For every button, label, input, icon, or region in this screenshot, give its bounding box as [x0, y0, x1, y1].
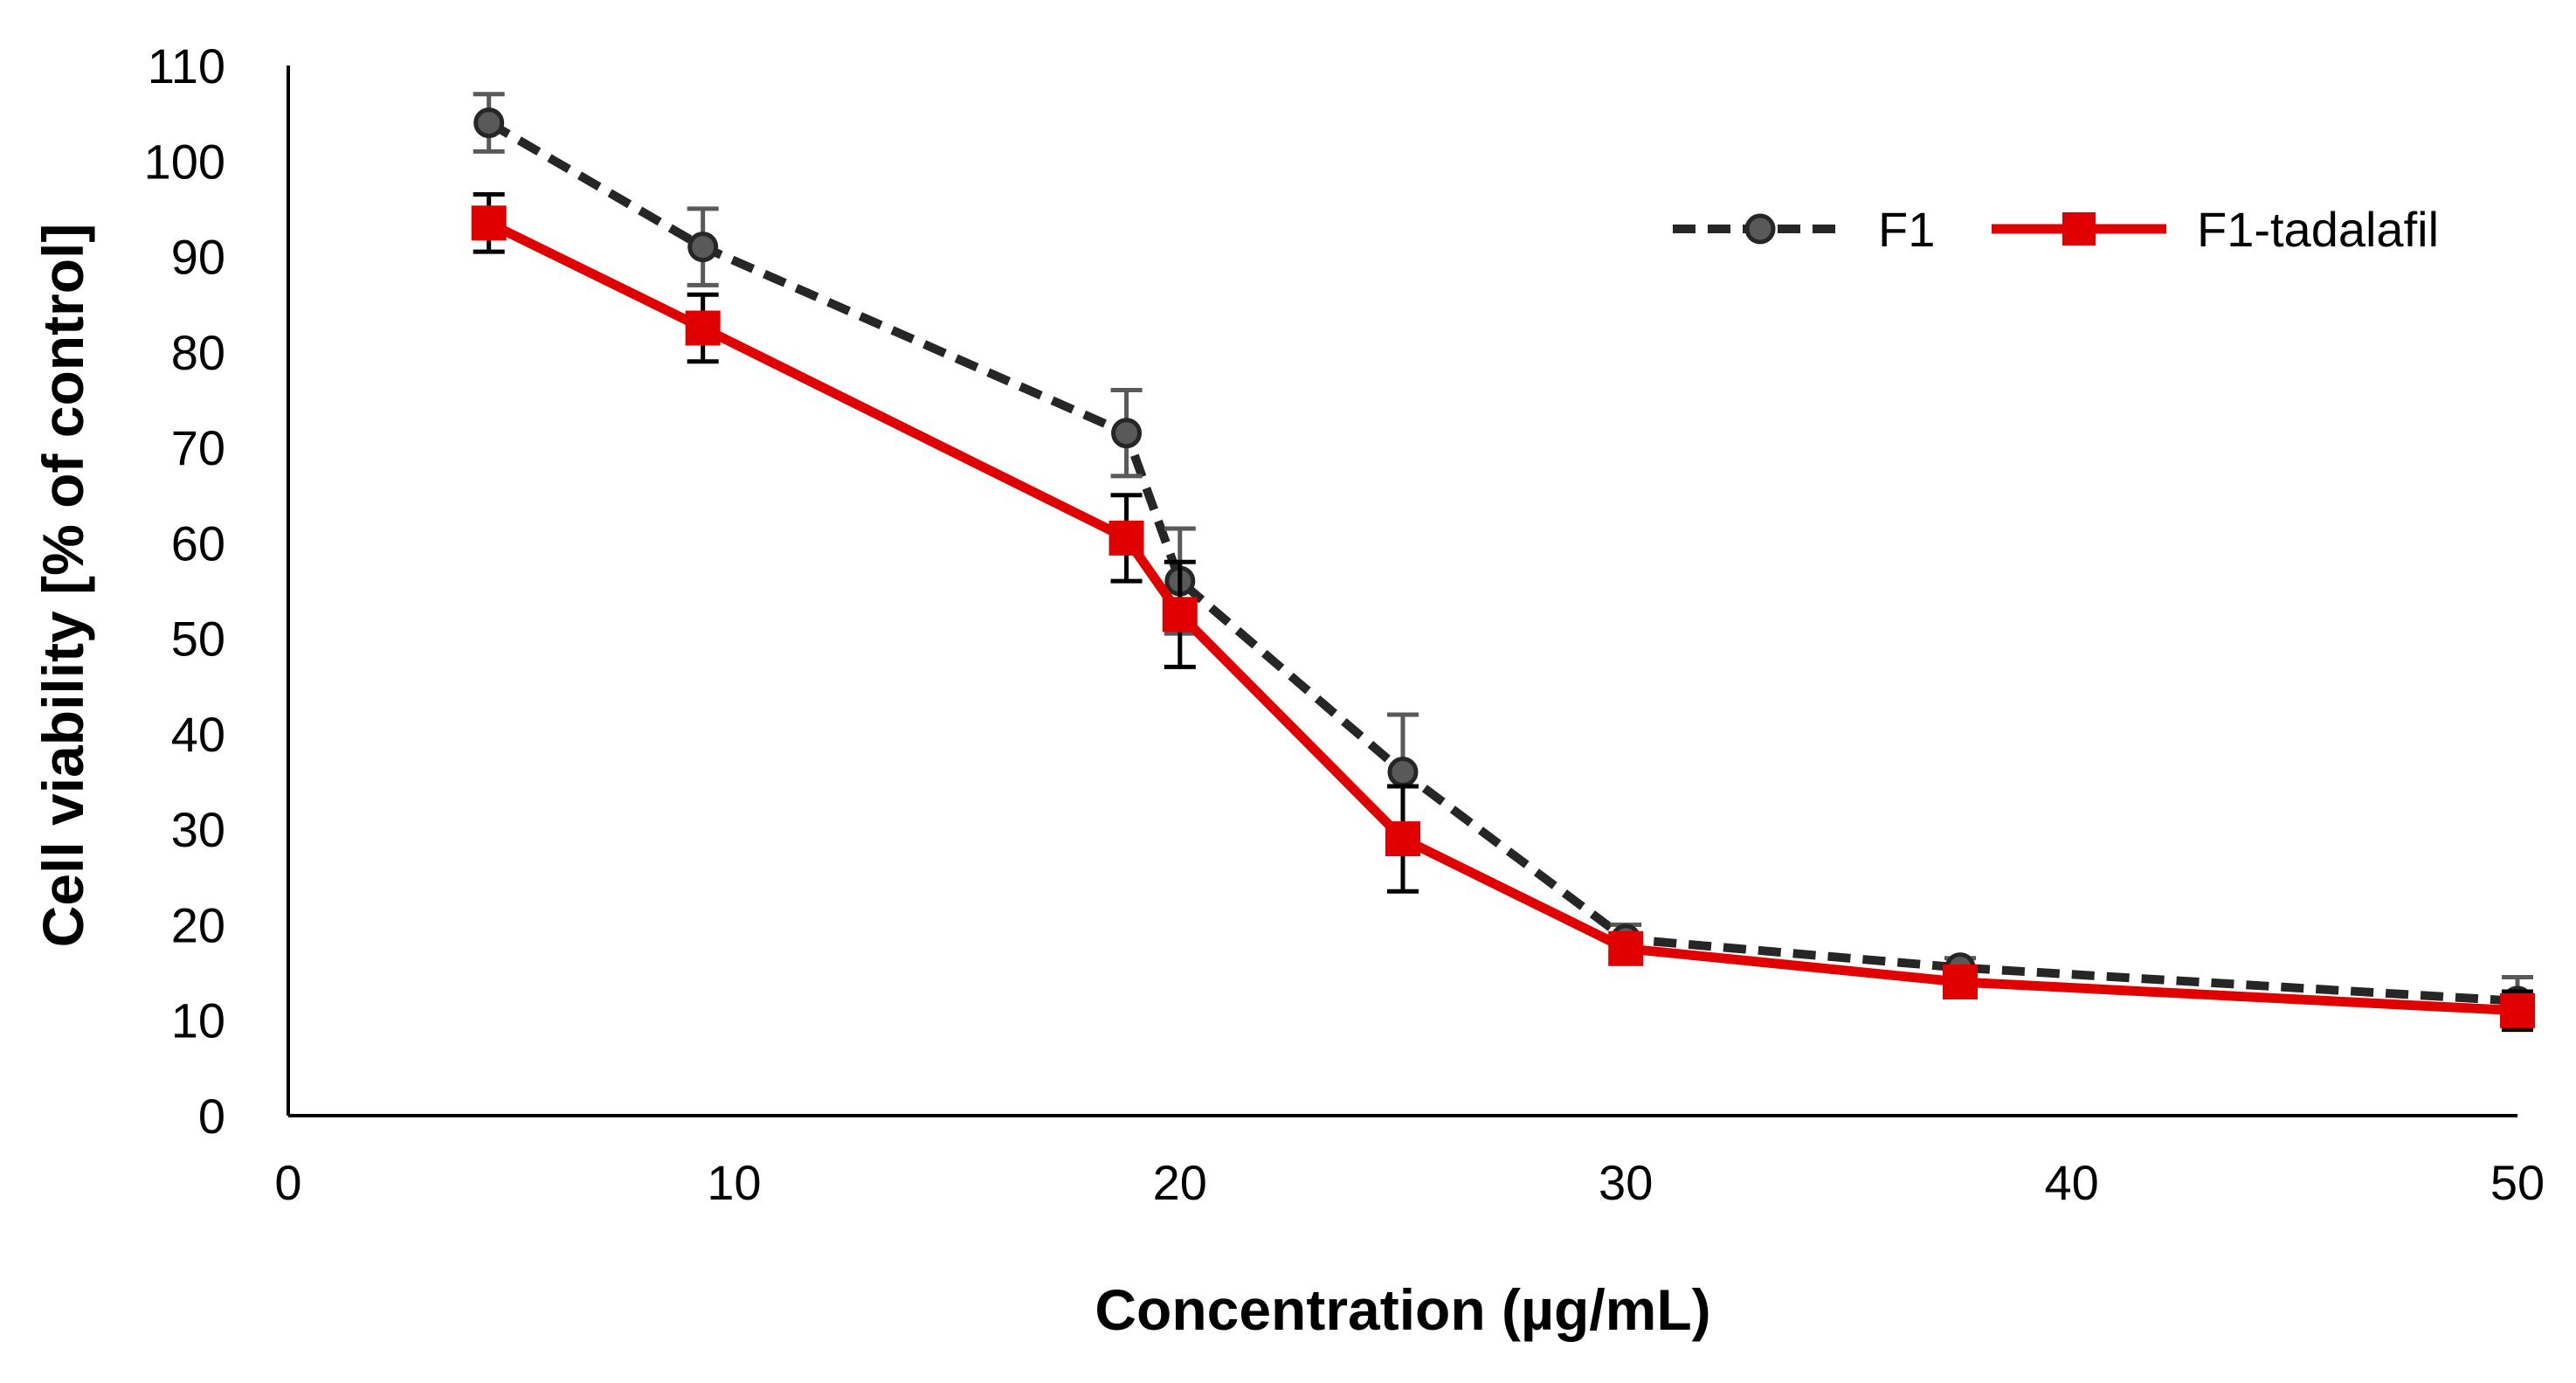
axes: [287, 66, 2517, 1117]
y-tick-label: 40: [171, 707, 225, 762]
data-point: [1111, 418, 1143, 449]
y-tick-label: 80: [171, 325, 225, 380]
data-point: [473, 107, 505, 139]
y-tick-label: 70: [171, 420, 225, 475]
y-axis-title: Cell viability [% of control]: [31, 224, 95, 948]
y-tick-label: 10: [171, 993, 225, 1048]
series-line: [487, 119, 2518, 1006]
x-tick-label: 30: [1599, 1155, 1653, 1210]
legend-label: F1: [1878, 202, 1935, 257]
y-tick-label: 100: [144, 134, 225, 189]
data-point: [1162, 597, 1198, 633]
y-tick-label: 50: [171, 612, 225, 667]
data-point: [1943, 965, 1978, 1000]
data-point: [1387, 757, 1419, 788]
legend-label: F1-tadalafil: [2197, 202, 2439, 257]
x-axis-title: Concentration (µg/mL): [1095, 1277, 1710, 1342]
series-f1-tadalafil: [471, 192, 2535, 1033]
x-tick-label: 20: [1153, 1155, 1207, 1210]
data-point: [471, 205, 507, 241]
x-tick-label: 0: [274, 1155, 301, 1210]
y-tick-label: 90: [171, 230, 225, 285]
data-point: [1608, 930, 1644, 966]
data-point: [1385, 821, 1420, 857]
tick-labels: 0 10 20 30 40 50 60 70 80 90 100 110 0 10 20 30 40 50: [144, 38, 2545, 1210]
series-line: [487, 218, 2518, 1016]
y-tick-label: 110: [148, 38, 225, 93]
legend-entry-f1: F1: [1673, 202, 1935, 257]
x-tick-label: 10: [707, 1155, 761, 1210]
data-point: [2500, 992, 2535, 1028]
data-point: [687, 232, 719, 263]
y-tick-label: 20: [171, 897, 225, 952]
legend-entry-f1-tadalafil: F1-tadalafil: [1992, 202, 2439, 257]
data-point: [1108, 520, 1144, 556]
series-group: [471, 92, 2535, 1033]
data-point: [685, 310, 721, 346]
legend-marker: [1744, 213, 1776, 245]
x-tick-label: 40: [2044, 1155, 2098, 1210]
y-tick-label: 30: [171, 802, 225, 857]
y-tick-label: 60: [171, 515, 225, 570]
legend-marker: [2062, 212, 2096, 245]
y-tick-label: 0: [198, 1089, 225, 1144]
x-tick-label: 50: [2490, 1155, 2545, 1210]
legend: F1 F1-tadalafil: [1673, 202, 2439, 257]
